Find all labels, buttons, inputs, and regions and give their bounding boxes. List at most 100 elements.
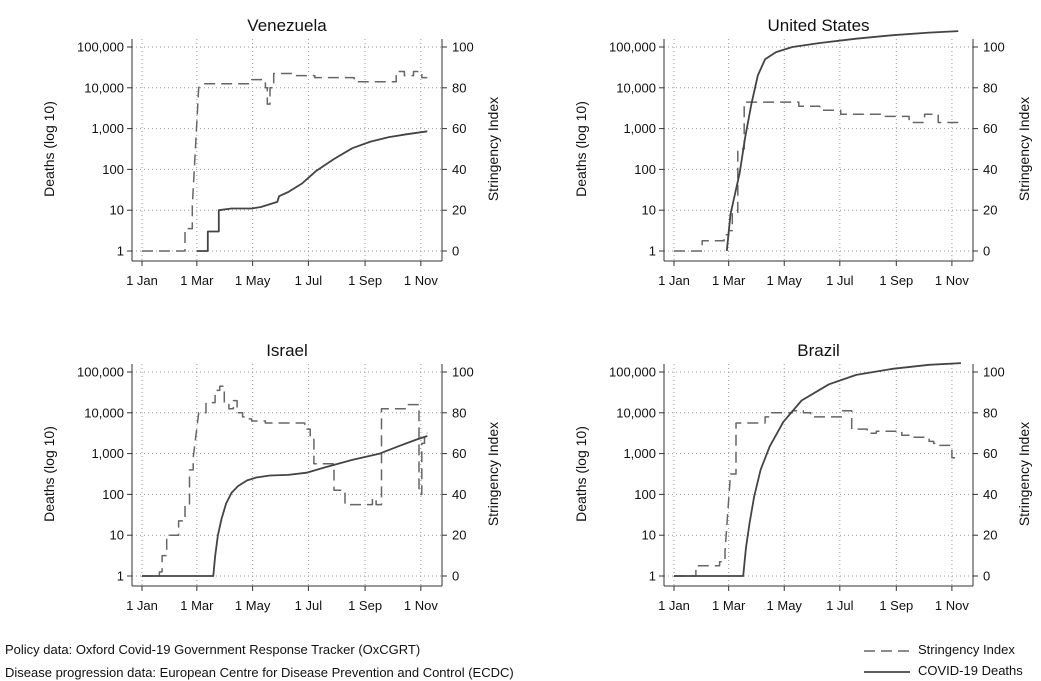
chart-title: United States	[767, 16, 869, 35]
y-tick-label: 100	[634, 487, 656, 502]
series-line-stringency-index	[674, 410, 961, 577]
x-tick-label: 1 Nov	[404, 598, 438, 613]
x-tick-label: 1 Mar	[712, 273, 746, 288]
x-tick-label: 1 May	[235, 598, 271, 613]
y-tick-label: 1	[117, 244, 124, 259]
y-axis-title: Deaths (log 10)	[41, 101, 57, 197]
x-tick-label: 1 Jul	[826, 598, 854, 613]
series-line-stringency-index	[674, 101, 959, 252]
y2-tick-label: 100	[452, 365, 474, 380]
y2-tick-label: 20	[983, 528, 997, 543]
x-tick-label: 1 Nov	[935, 598, 969, 613]
legend-item-deaths: COVID-19 Deaths	[862, 663, 1037, 681]
y-tick-label: 1	[649, 569, 656, 584]
y2-tick-label: 0	[452, 569, 459, 584]
y-tick-label: 1	[649, 244, 656, 259]
y2-tick-label: 60	[452, 121, 466, 136]
x-tick-label: 1 Jan	[658, 273, 690, 288]
x-tick-label: 1 Nov	[404, 273, 438, 288]
y-tick-label: 10	[110, 528, 124, 543]
legend-label-deaths: COVID-19 Deaths	[918, 663, 1023, 678]
y-tick-label: 10,000	[84, 405, 124, 420]
y-tick-label: 10,000	[84, 80, 124, 95]
legend-label-stringency: Stringency Index	[918, 642, 1015, 657]
y2-tick-label: 80	[983, 405, 997, 420]
y2-tick-label: 40	[452, 162, 466, 177]
x-tick-label: 1 Sep	[879, 273, 913, 288]
x-tick-label: 1 Jul	[295, 273, 323, 288]
chart-venezuela: Venezuela 1 10 100 1,000 10,000 100,000 1 Jan 1 …	[41, 16, 501, 288]
x-tick-label: 1 May	[767, 598, 803, 613]
x-tick-label: 1 Jan	[126, 598, 158, 613]
x-tick-label: 1 Jul	[295, 598, 323, 613]
x-tick-label: 1 Jan	[126, 273, 158, 288]
series-line-stringency-index	[142, 70, 428, 252]
y-tick-label: 100	[102, 162, 124, 177]
solid-line-swatch	[864, 671, 910, 673]
y2-tick-label: 0	[983, 244, 990, 259]
y2-tick-label: 100	[983, 365, 1005, 380]
y2-tick-label: 40	[452, 487, 466, 502]
y-tick-label: 10	[642, 203, 656, 218]
y2-tick-label: 80	[452, 405, 466, 420]
chart-title: Israel	[266, 341, 308, 360]
x-tick-label: 1 Sep	[348, 273, 382, 288]
y-tick-label: 1	[117, 569, 124, 584]
x-tick-label: 1 Jan	[658, 598, 690, 613]
x-tick-label: 1 Mar	[180, 273, 214, 288]
y-axis-title: Deaths (log 10)	[573, 101, 589, 197]
y2-tick-label: 80	[983, 80, 997, 95]
y-tick-label: 100	[102, 487, 124, 502]
y-tick-label: 100,000	[609, 365, 656, 380]
x-tick-label: 1 Nov	[935, 273, 969, 288]
y2-tick-label: 60	[452, 446, 466, 461]
y-tick-label: 10	[642, 528, 656, 543]
series-line-covid-19-deaths	[674, 362, 962, 577]
chart-title: Venezuela	[247, 16, 327, 35]
series-line-covid-19-deaths	[196, 130, 428, 252]
y-tick-label: 1,000	[91, 446, 124, 461]
x-tick-label: 1 May	[235, 273, 271, 288]
y-axis-title: Deaths (log 10)	[41, 426, 57, 522]
x-tick-label: 1 Sep	[879, 598, 913, 613]
y-tick-label: 10,000	[616, 80, 656, 95]
y-tick-label: 100,000	[77, 40, 124, 55]
y-tick-label: 1,000	[623, 121, 656, 136]
y-tick-label: 100,000	[77, 365, 124, 380]
chart-title: Brazil	[797, 341, 840, 360]
chart-brazil: Brazil 1 10 100 1,000 10,000 100,000 1 Jan 1 Mar…	[573, 341, 1032, 613]
y-axis-title: Deaths (log 10)	[573, 426, 589, 522]
y2-tick-label: 20	[983, 203, 997, 218]
y2-tick-label: 60	[983, 446, 997, 461]
y-tick-label: 100,000	[609, 40, 656, 55]
y2-tick-label: 0	[452, 244, 459, 259]
x-tick-label: 1 Sep	[348, 598, 382, 613]
y2-axis-title: Stringency Index	[1016, 422, 1032, 526]
x-tick-label: 1 Mar	[712, 598, 746, 613]
y2-tick-label: 100	[452, 40, 474, 55]
y2-axis-title: Stringency Index	[485, 422, 501, 526]
y2-axis-title: Stringency Index	[485, 97, 501, 201]
disease-data-source: Disease progression data: European Centr…	[5, 665, 514, 680]
x-tick-label: 1 Jul	[826, 273, 854, 288]
x-tick-label: 1 May	[767, 273, 803, 288]
y2-tick-label: 100	[983, 40, 1005, 55]
dashed-line-swatch	[864, 650, 910, 652]
y-tick-label: 100	[634, 162, 656, 177]
chart-israel: Israel 1 10 100 1,000 10,000 100,000 1 Jan 1 Mar…	[41, 341, 501, 613]
x-tick-label: 1 Mar	[180, 598, 214, 613]
y2-tick-label: 0	[983, 569, 990, 584]
series-line-covid-19-deaths	[142, 435, 428, 577]
y2-axis-title: Stringency Index	[1016, 97, 1032, 201]
y-tick-label: 1,000	[623, 446, 656, 461]
chart-united-states: United States 1 10 100 1,000 10,000 100,000 1 J…	[573, 16, 1032, 288]
legend-item-stringency: Stringency Index	[862, 642, 1037, 660]
y2-tick-label: 20	[452, 203, 466, 218]
y2-tick-label: 40	[983, 487, 997, 502]
y2-tick-label: 40	[983, 162, 997, 177]
series-line-stringency-index	[142, 385, 428, 577]
y-tick-label: 10,000	[616, 405, 656, 420]
y2-tick-label: 80	[452, 80, 466, 95]
series-line-covid-19-deaths	[725, 30, 959, 252]
y2-tick-label: 20	[452, 528, 466, 543]
